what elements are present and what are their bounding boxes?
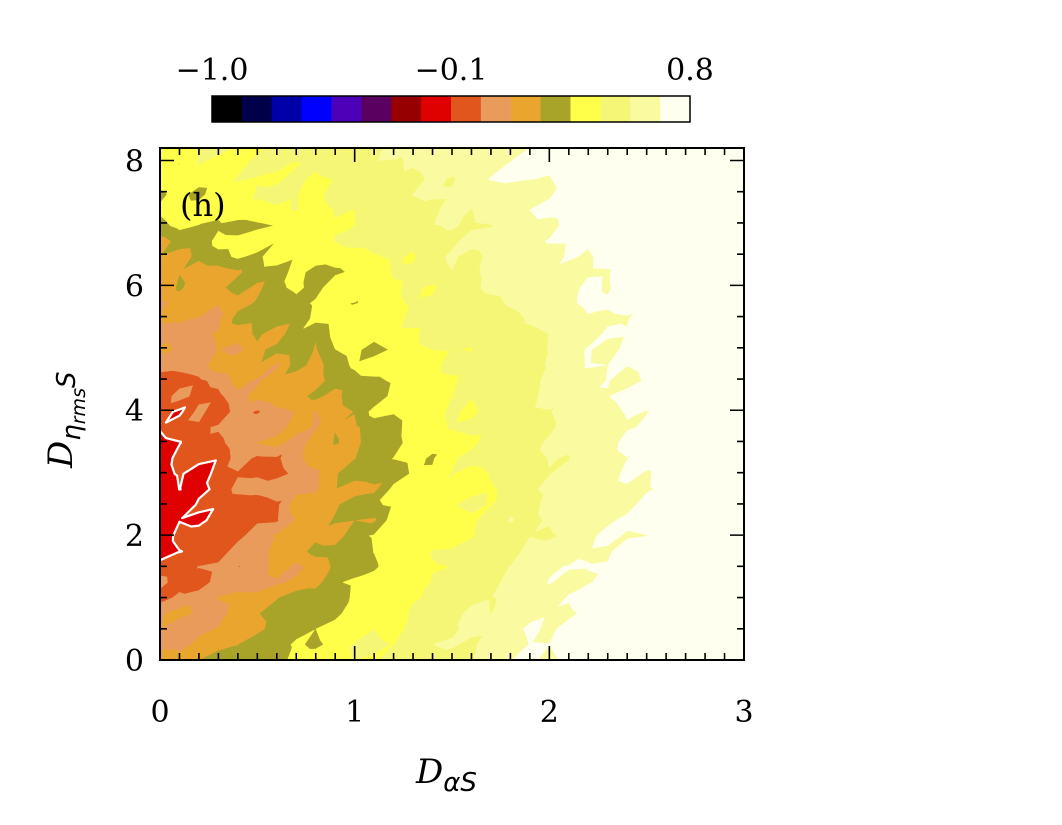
heatmap [160,148,744,660]
colorbar-swatch-14 [630,96,661,122]
y-axis-label: DηrmsS [41,372,90,469]
y-axis-label-sub: η [57,424,87,440]
y-tick-label-1: 2 [125,519,144,554]
colorbar-swatch-7 [421,96,452,122]
colorbar-label-2: 0.8 [666,53,714,88]
contour-fill-level-7 [488,148,744,660]
x-tick-label-2: 2 [540,695,559,730]
x-tick-label-3: 3 [734,695,753,730]
x-axis-label-main: D [415,752,443,792]
y-tick-label-0: 0 [125,644,144,679]
panel-label: (h) [180,186,226,224]
y-axis-label-main: D [41,441,81,469]
colorbar-swatch-9 [480,96,512,122]
axis-ticks [159,148,745,661]
colorbar-swatch-2 [271,96,303,122]
colorbar-swatch-4 [331,96,362,122]
y-axis-label-tail: S [52,372,82,389]
colorbar-swatch-3 [301,96,332,122]
colorbar-frame [211,95,691,123]
colorbar-swatch-6 [391,96,422,122]
y-tick-label-2: 4 [125,394,144,429]
x-tick-label-1: 1 [345,695,364,730]
colorbar-swatch-12 [570,96,601,122]
axis-tick-labels: 0 1 2 3 0 2 4 6 8 [125,144,754,730]
colorbar-swatch-0 [212,96,243,122]
y-axis-label-subsub: rms [68,388,90,424]
x-axis-label-sub: αS [443,768,477,798]
colorbar-swatch-10 [510,96,542,122]
y-tick-label-4: 8 [125,144,144,179]
colorbar-swatch-8 [451,96,482,122]
colorbar-label-0: −1.0 [176,53,249,88]
colorbar-swatch-13 [600,96,631,122]
x-tick-label-0: 0 [150,695,169,730]
white-contour-line [160,406,217,562]
x-axis-label: DαS [415,752,477,798]
white-contours [160,406,217,562]
colorbar-labels: −1.0 −0.1 0.8 [176,53,714,88]
tick-marks [159,148,745,661]
colorbar-swatch-15 [660,96,691,122]
colorbar-swatch-5 [361,96,392,122]
colorbar-label-1: −0.1 [415,53,488,88]
colorbar-swatch-1 [241,96,273,122]
y-tick-label-3: 6 [125,269,144,304]
colorbar-swatch-11 [540,96,571,122]
colorbar [211,95,691,123]
